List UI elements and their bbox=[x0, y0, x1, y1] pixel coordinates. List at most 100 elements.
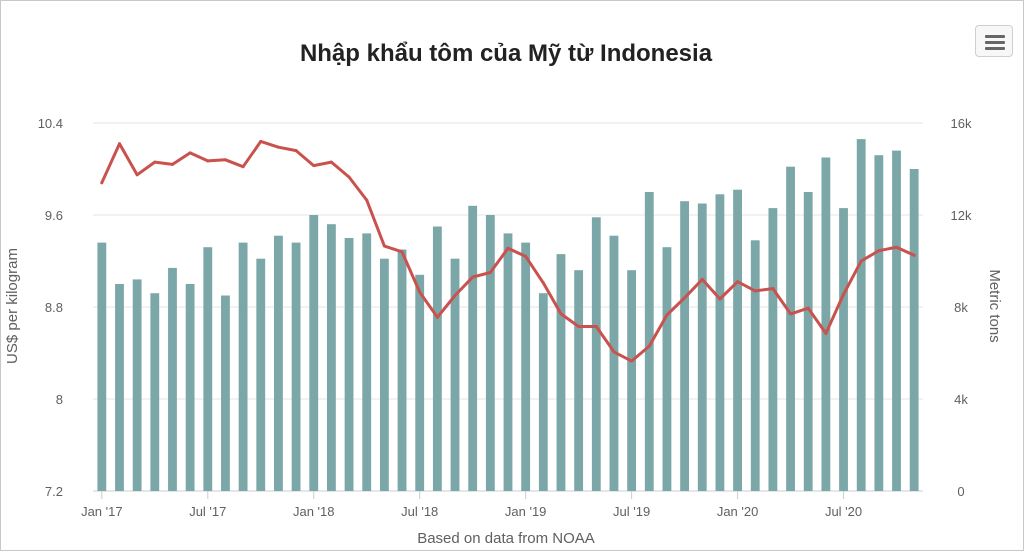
bar-2020-05 bbox=[803, 192, 813, 491]
bar-2018-07 bbox=[415, 274, 425, 491]
price-point-2018-08 bbox=[435, 315, 439, 319]
price-point-2020-05 bbox=[806, 306, 810, 310]
bar-2020-07 bbox=[839, 208, 848, 491]
price-point-2019-09 bbox=[665, 313, 669, 317]
price-point-2020-07 bbox=[842, 292, 846, 296]
bar-2018-08 bbox=[432, 226, 442, 491]
right-tick-label: 16k bbox=[951, 116, 972, 131]
chart-title: Nhập khẩu tôm của Mỹ từ Indonesia bbox=[300, 40, 713, 67]
left-tick-label: 8.8 bbox=[45, 300, 63, 315]
bar-2018-10 bbox=[468, 205, 478, 492]
bar-2017-04 bbox=[150, 293, 160, 491]
price-point-2019-12 bbox=[718, 297, 722, 301]
bar-2018-12 bbox=[503, 233, 513, 491]
price-point-2020-10 bbox=[895, 245, 899, 249]
price-point-2020-04 bbox=[789, 312, 793, 316]
bar-2019-03 bbox=[556, 254, 566, 491]
price-point-2020-03 bbox=[771, 287, 775, 291]
price-point-2018-02 bbox=[329, 160, 333, 164]
right-tick-label: 0 bbox=[957, 484, 964, 499]
price-point-2017-08 bbox=[223, 158, 227, 162]
bar-2017-12 bbox=[291, 242, 301, 491]
menu-bar bbox=[985, 47, 1005, 50]
bar-2020-08 bbox=[856, 139, 866, 491]
x-tick-label: Jan '19 bbox=[505, 504, 547, 519]
price-point-2018-07 bbox=[418, 290, 422, 294]
bar-2018-06 bbox=[397, 249, 407, 491]
left-tick-label: 7.2 bbox=[45, 484, 63, 499]
bar-2020-01 bbox=[733, 189, 742, 491]
bar-2018-09 bbox=[450, 258, 460, 491]
bar-2018-04 bbox=[362, 233, 372, 491]
bar-2018-03 bbox=[344, 238, 354, 491]
price-point-2017-09 bbox=[241, 165, 245, 169]
x-tick-label: Jul '17 bbox=[189, 504, 226, 519]
bar-2019-11 bbox=[697, 203, 707, 491]
price-point-2018-10 bbox=[471, 275, 475, 279]
x-tick-label: Jul '18 bbox=[401, 504, 438, 519]
left-tick-label: 9.6 bbox=[45, 208, 63, 223]
price-point-2019-11 bbox=[700, 277, 704, 281]
price-point-2019-02 bbox=[541, 281, 545, 285]
bar-2020-06 bbox=[821, 157, 831, 491]
price-point-2020-06 bbox=[824, 331, 828, 335]
price-point-2017-05 bbox=[170, 162, 174, 166]
bar-2018-02 bbox=[326, 224, 336, 491]
x-tick-label: Jul '19 bbox=[613, 504, 650, 519]
price-point-2017-12 bbox=[294, 149, 298, 153]
price-point-2017-10 bbox=[259, 139, 263, 143]
x-tick-label: Jan '17 bbox=[81, 504, 123, 519]
right-tick-label: 4k bbox=[954, 392, 968, 407]
price-point-2018-11 bbox=[488, 271, 492, 274]
hamburger-icon[interactable] bbox=[975, 25, 1013, 57]
left-tick-label: 8 bbox=[56, 392, 63, 407]
price-point-2019-05 bbox=[594, 325, 598, 329]
price-point-2020-09 bbox=[877, 249, 881, 253]
bar-2019-06 bbox=[609, 235, 619, 491]
line-series-price bbox=[100, 139, 916, 363]
bar-2017-02 bbox=[115, 284, 124, 491]
bar-2017-11 bbox=[274, 235, 283, 491]
price-point-2019-03 bbox=[559, 312, 563, 316]
price-point-2018-12 bbox=[506, 246, 510, 250]
price-point-2018-03 bbox=[347, 175, 351, 179]
bar-2020-09 bbox=[874, 155, 884, 491]
price-point-2020-02 bbox=[753, 289, 757, 293]
bar-2018-11 bbox=[485, 215, 495, 491]
price-point-2020-01 bbox=[736, 280, 740, 284]
bar-2019-09 bbox=[662, 247, 672, 491]
left-tick-label: 10.4 bbox=[38, 116, 63, 131]
price-point-2019-06 bbox=[612, 350, 616, 354]
price-point-2020-08 bbox=[859, 259, 863, 263]
bar-2018-05 bbox=[379, 258, 389, 491]
bar-2017-06 bbox=[185, 284, 195, 491]
price-point-2018-09 bbox=[453, 294, 457, 297]
price-point-2017-01 bbox=[100, 181, 104, 185]
price-point-2018-01 bbox=[312, 164, 316, 168]
price-point-2017-04 bbox=[153, 160, 157, 164]
bar-2018-01 bbox=[309, 215, 319, 491]
price-point-2018-05 bbox=[382, 244, 386, 248]
price-point-2020-11 bbox=[912, 253, 916, 257]
price-point-2017-11 bbox=[276, 145, 280, 149]
bar-2020-02 bbox=[750, 240, 760, 491]
bar-series-metric-tons bbox=[97, 139, 919, 492]
right-tick-label: 8k bbox=[954, 300, 968, 315]
price-point-2017-07 bbox=[206, 159, 210, 163]
bar-2017-05 bbox=[168, 267, 177, 491]
price-point-2019-08 bbox=[647, 344, 651, 348]
bar-2019-10 bbox=[680, 201, 690, 491]
left-axis-title: US$ per kilogram bbox=[4, 248, 21, 364]
menu-bar bbox=[985, 41, 1005, 44]
price-point-2019-10 bbox=[683, 296, 687, 300]
bar-2020-11 bbox=[909, 169, 919, 491]
x-tick-label: Jul '20 bbox=[825, 504, 862, 519]
price-point-2018-04 bbox=[365, 198, 369, 202]
menu-bar bbox=[985, 35, 1005, 38]
price-point-2017-03 bbox=[135, 173, 139, 177]
bar-2019-12 bbox=[715, 194, 725, 492]
bar-2019-05 bbox=[591, 217, 601, 492]
right-axis-ticks: 0 4k 8k 12k 16k bbox=[951, 116, 972, 499]
